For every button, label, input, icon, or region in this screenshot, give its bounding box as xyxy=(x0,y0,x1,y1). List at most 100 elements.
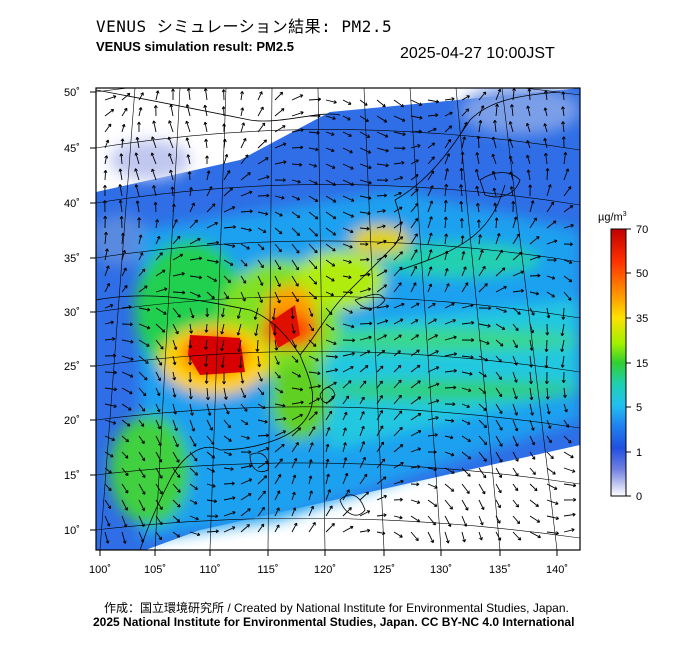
wind-arrow xyxy=(342,472,349,485)
wind-arrow xyxy=(444,418,455,423)
wind-arrow xyxy=(444,168,449,181)
wind-arrow xyxy=(410,282,417,293)
wind-arrow xyxy=(478,265,486,277)
wind-arrow xyxy=(185,137,191,149)
wind-arrow xyxy=(223,496,236,501)
wind-arrow xyxy=(325,211,337,220)
wind-arrow xyxy=(529,483,538,492)
wind-arrow xyxy=(121,92,131,101)
wind-arrow xyxy=(376,319,389,325)
wind-arrow xyxy=(104,353,117,358)
wind-arrow xyxy=(461,387,472,393)
wind-arrow xyxy=(240,91,244,101)
wind-arrow xyxy=(342,211,355,218)
wind-arrow xyxy=(546,307,551,319)
wind-arrow xyxy=(459,201,464,213)
wind-arrow xyxy=(291,522,298,533)
colorbar-tick-label: 35 xyxy=(636,313,648,325)
wind-arrow xyxy=(291,243,300,254)
wind-arrow xyxy=(151,168,157,181)
wind-arrow xyxy=(444,283,450,293)
wind-arrow xyxy=(257,506,265,517)
wind-arrow xyxy=(529,291,540,296)
wind-arrow xyxy=(359,411,365,421)
wind-arrow xyxy=(291,442,299,453)
wind-arrow xyxy=(189,187,193,197)
wind-arrow xyxy=(236,323,242,336)
wind-arrow xyxy=(427,334,438,341)
wind-arrow xyxy=(151,136,157,149)
wind-arrow xyxy=(291,275,299,287)
wind-arrow xyxy=(274,227,283,235)
wind-arrow xyxy=(495,323,506,330)
lat-label: 25˚ xyxy=(64,361,80,373)
wind-arrow xyxy=(152,120,157,133)
wind-arrow xyxy=(359,456,366,469)
wind-arrow xyxy=(274,430,287,437)
wind-arrow xyxy=(104,320,114,325)
wind-arrow xyxy=(291,355,299,363)
wind-arrow xyxy=(172,323,179,335)
wind-arrow xyxy=(325,259,336,267)
wind-arrow xyxy=(512,251,523,261)
wind-arrow xyxy=(138,419,145,427)
wind-arrow xyxy=(325,275,335,282)
wind-arrow xyxy=(443,216,448,229)
wind-arrow xyxy=(118,184,123,197)
wind-arrow xyxy=(254,323,259,337)
wind-arrow xyxy=(443,199,448,213)
wind-arrow xyxy=(121,371,134,378)
wind-arrow xyxy=(512,233,520,245)
wind-arrow xyxy=(512,323,519,332)
wind-arrow xyxy=(495,88,502,101)
wind-arrow xyxy=(410,319,419,325)
wind-arrow xyxy=(240,227,252,232)
wind-arrow xyxy=(444,138,452,149)
wind-arrow xyxy=(138,92,144,101)
wind-arrow xyxy=(189,419,196,432)
wind-arrow xyxy=(205,155,209,165)
wind-arrow xyxy=(460,151,465,165)
wind-arrow xyxy=(291,387,304,392)
wind-arrow xyxy=(461,403,470,409)
wind-arrow xyxy=(393,131,406,136)
wind-arrow xyxy=(290,307,295,320)
wind-arrow xyxy=(188,355,193,366)
wind-arrow xyxy=(189,202,195,213)
wind-arrow xyxy=(291,427,302,437)
wind-arrow xyxy=(491,153,497,165)
wind-arrow xyxy=(427,483,438,489)
wind-arrow xyxy=(410,265,417,277)
wind-arrow xyxy=(492,187,497,197)
wind-arrow xyxy=(172,419,178,432)
wind-arrow xyxy=(359,179,372,185)
wind-arrow xyxy=(478,515,484,526)
wind-arrow xyxy=(493,119,497,133)
wind-arrow xyxy=(525,122,531,133)
wind-arrow xyxy=(257,106,264,117)
wind-arrow xyxy=(240,243,250,250)
wind-arrow xyxy=(325,131,335,136)
wind-arrow xyxy=(563,205,574,213)
wind-arrow xyxy=(410,159,419,165)
wind-arrow xyxy=(240,122,246,133)
wind-arrow xyxy=(223,225,237,229)
wind-arrow xyxy=(223,291,229,300)
wind-arrow xyxy=(410,334,419,341)
wind-arrow xyxy=(427,249,433,261)
wind-arrow xyxy=(240,172,251,181)
wind-arrow xyxy=(172,253,184,261)
lon-label: 115˚ xyxy=(257,564,278,576)
wind-arrow xyxy=(138,323,151,330)
wind-arrow xyxy=(325,323,335,331)
wind-arrow xyxy=(220,323,225,335)
wind-arrow xyxy=(510,104,514,117)
wind-arrow xyxy=(308,291,318,300)
wind-arrow xyxy=(444,233,449,245)
wind-arrow xyxy=(512,371,518,383)
wind-arrow xyxy=(461,136,467,149)
wind-arrow xyxy=(359,195,372,200)
lat-label: 10˚ xyxy=(64,525,80,537)
wind-arrow xyxy=(342,525,354,533)
wind-arrow xyxy=(104,387,118,392)
